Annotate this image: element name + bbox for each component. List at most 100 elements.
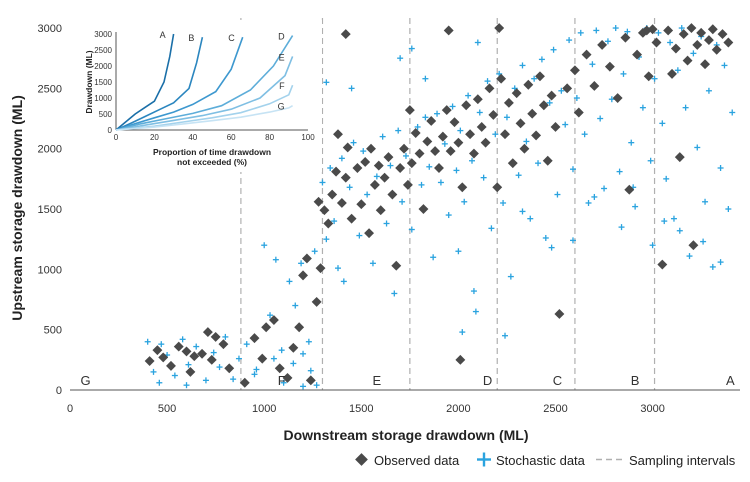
- inset-series-line-f: [115, 84, 294, 131]
- legend: Observed data Stochastic data Sampling i…: [355, 452, 736, 468]
- stochastic-point: [346, 184, 353, 191]
- stochastic-point: [183, 382, 190, 389]
- stochastic-point: [364, 191, 371, 198]
- stochastic-point: [597, 115, 604, 122]
- inset-series-line-c: [115, 36, 244, 131]
- stochastic-point: [670, 215, 677, 222]
- stochastic-point: [538, 56, 545, 63]
- stochastic-point: [360, 148, 367, 155]
- stochastic-point: [604, 38, 611, 45]
- observed-point: [480, 137, 491, 148]
- stochastic-point: [348, 85, 355, 92]
- stochastic-point: [655, 29, 662, 36]
- interval-label: D: [483, 373, 492, 388]
- observed-series: [144, 23, 734, 388]
- observed-point: [542, 155, 553, 166]
- stochastic-point: [459, 329, 466, 336]
- observed-point: [404, 105, 415, 116]
- stochastic-point: [480, 174, 487, 181]
- observed-point: [527, 108, 538, 119]
- observed-point: [356, 199, 367, 210]
- observed-point: [152, 345, 163, 356]
- stochastic-point: [319, 179, 326, 186]
- stochastic-point: [472, 308, 479, 315]
- stochastic-point: [391, 290, 398, 297]
- observed-point: [327, 189, 338, 200]
- stochastic-point: [577, 29, 584, 36]
- observed-point: [282, 372, 293, 383]
- observed-point: [166, 360, 176, 371]
- stochastic-point: [399, 198, 406, 205]
- observed-point: [538, 100, 549, 111]
- observed-point: [206, 354, 217, 365]
- stochastic-point: [251, 371, 258, 378]
- stochastic-point: [705, 87, 712, 94]
- observed-point: [445, 146, 456, 157]
- observed-point: [311, 296, 322, 307]
- observed-point: [494, 23, 505, 33]
- stochastic-point: [230, 376, 237, 383]
- stochastic-point: [492, 131, 499, 138]
- stochastic-point: [515, 172, 522, 179]
- observed-point: [550, 122, 561, 132]
- observed-point: [294, 322, 305, 333]
- observed-point: [360, 157, 371, 167]
- inset-series-line-a: [115, 33, 175, 131]
- stochastic-point: [651, 75, 658, 82]
- observed-point: [331, 166, 342, 177]
- stochastic-point: [171, 372, 178, 379]
- observed-point: [453, 137, 464, 148]
- observed-point: [406, 158, 417, 169]
- inset-series-label: D: [278, 32, 285, 42]
- observed-point: [647, 24, 658, 35]
- observed-point: [670, 43, 681, 54]
- inset-x-tick-label: 100: [301, 133, 315, 142]
- stochastic-point: [527, 215, 534, 222]
- stochastic-point: [709, 263, 716, 270]
- stochastic-point: [667, 39, 674, 46]
- stochastic-point: [292, 302, 299, 309]
- observed-point: [523, 79, 534, 90]
- stochastic-point: [311, 248, 318, 255]
- stochastic-point: [593, 27, 600, 34]
- observed-point: [678, 29, 689, 40]
- stochastic-point: [729, 109, 736, 116]
- legend-stochastic-label: Stochastic data: [496, 453, 586, 468]
- stochastic-point: [484, 78, 491, 85]
- inset-series-labels: A B C DE F G: [160, 30, 286, 112]
- stochastic-point: [476, 109, 483, 116]
- stochastic-point: [694, 144, 701, 151]
- observed-point: [535, 71, 545, 82]
- observed-point: [562, 83, 573, 94]
- stochastic-point: [286, 278, 293, 285]
- stochastic-point: [193, 343, 200, 350]
- observed-point: [449, 117, 460, 128]
- main-tick-labels: 0 500 1000 1500 2000 2500 30000500100015002000…: [38, 23, 665, 415]
- stochastic-point: [422, 75, 429, 82]
- stochastic-point: [323, 79, 330, 86]
- legend-stochastic-marker: [477, 452, 491, 467]
- stochastic-point: [649, 242, 656, 249]
- observed-point: [663, 25, 674, 36]
- stochastic-point: [558, 87, 565, 94]
- observed-point: [249, 333, 260, 344]
- observed-point: [554, 309, 565, 319]
- observed-point: [507, 158, 518, 169]
- x-tick-label: 2000: [446, 403, 470, 415]
- x-axis-title: Downstream storage drawdown (ML): [283, 427, 528, 443]
- observed-point: [643, 71, 654, 82]
- observed-point: [484, 83, 495, 94]
- inset-x-tick-label: 40: [188, 133, 197, 142]
- observed-point: [375, 205, 386, 216]
- stochastic-point: [383, 220, 390, 227]
- observed-point: [305, 375, 316, 386]
- stochastic-point: [327, 164, 334, 171]
- observed-point: [468, 148, 479, 159]
- y-tick-label: 2500: [38, 83, 62, 95]
- stochastic-point: [441, 140, 448, 147]
- stochastic-point: [457, 127, 464, 134]
- y-tick-label: 1000: [38, 264, 62, 276]
- stochastic-point: [305, 338, 312, 345]
- stochastic-point: [519, 62, 526, 69]
- stochastic-point: [313, 382, 320, 389]
